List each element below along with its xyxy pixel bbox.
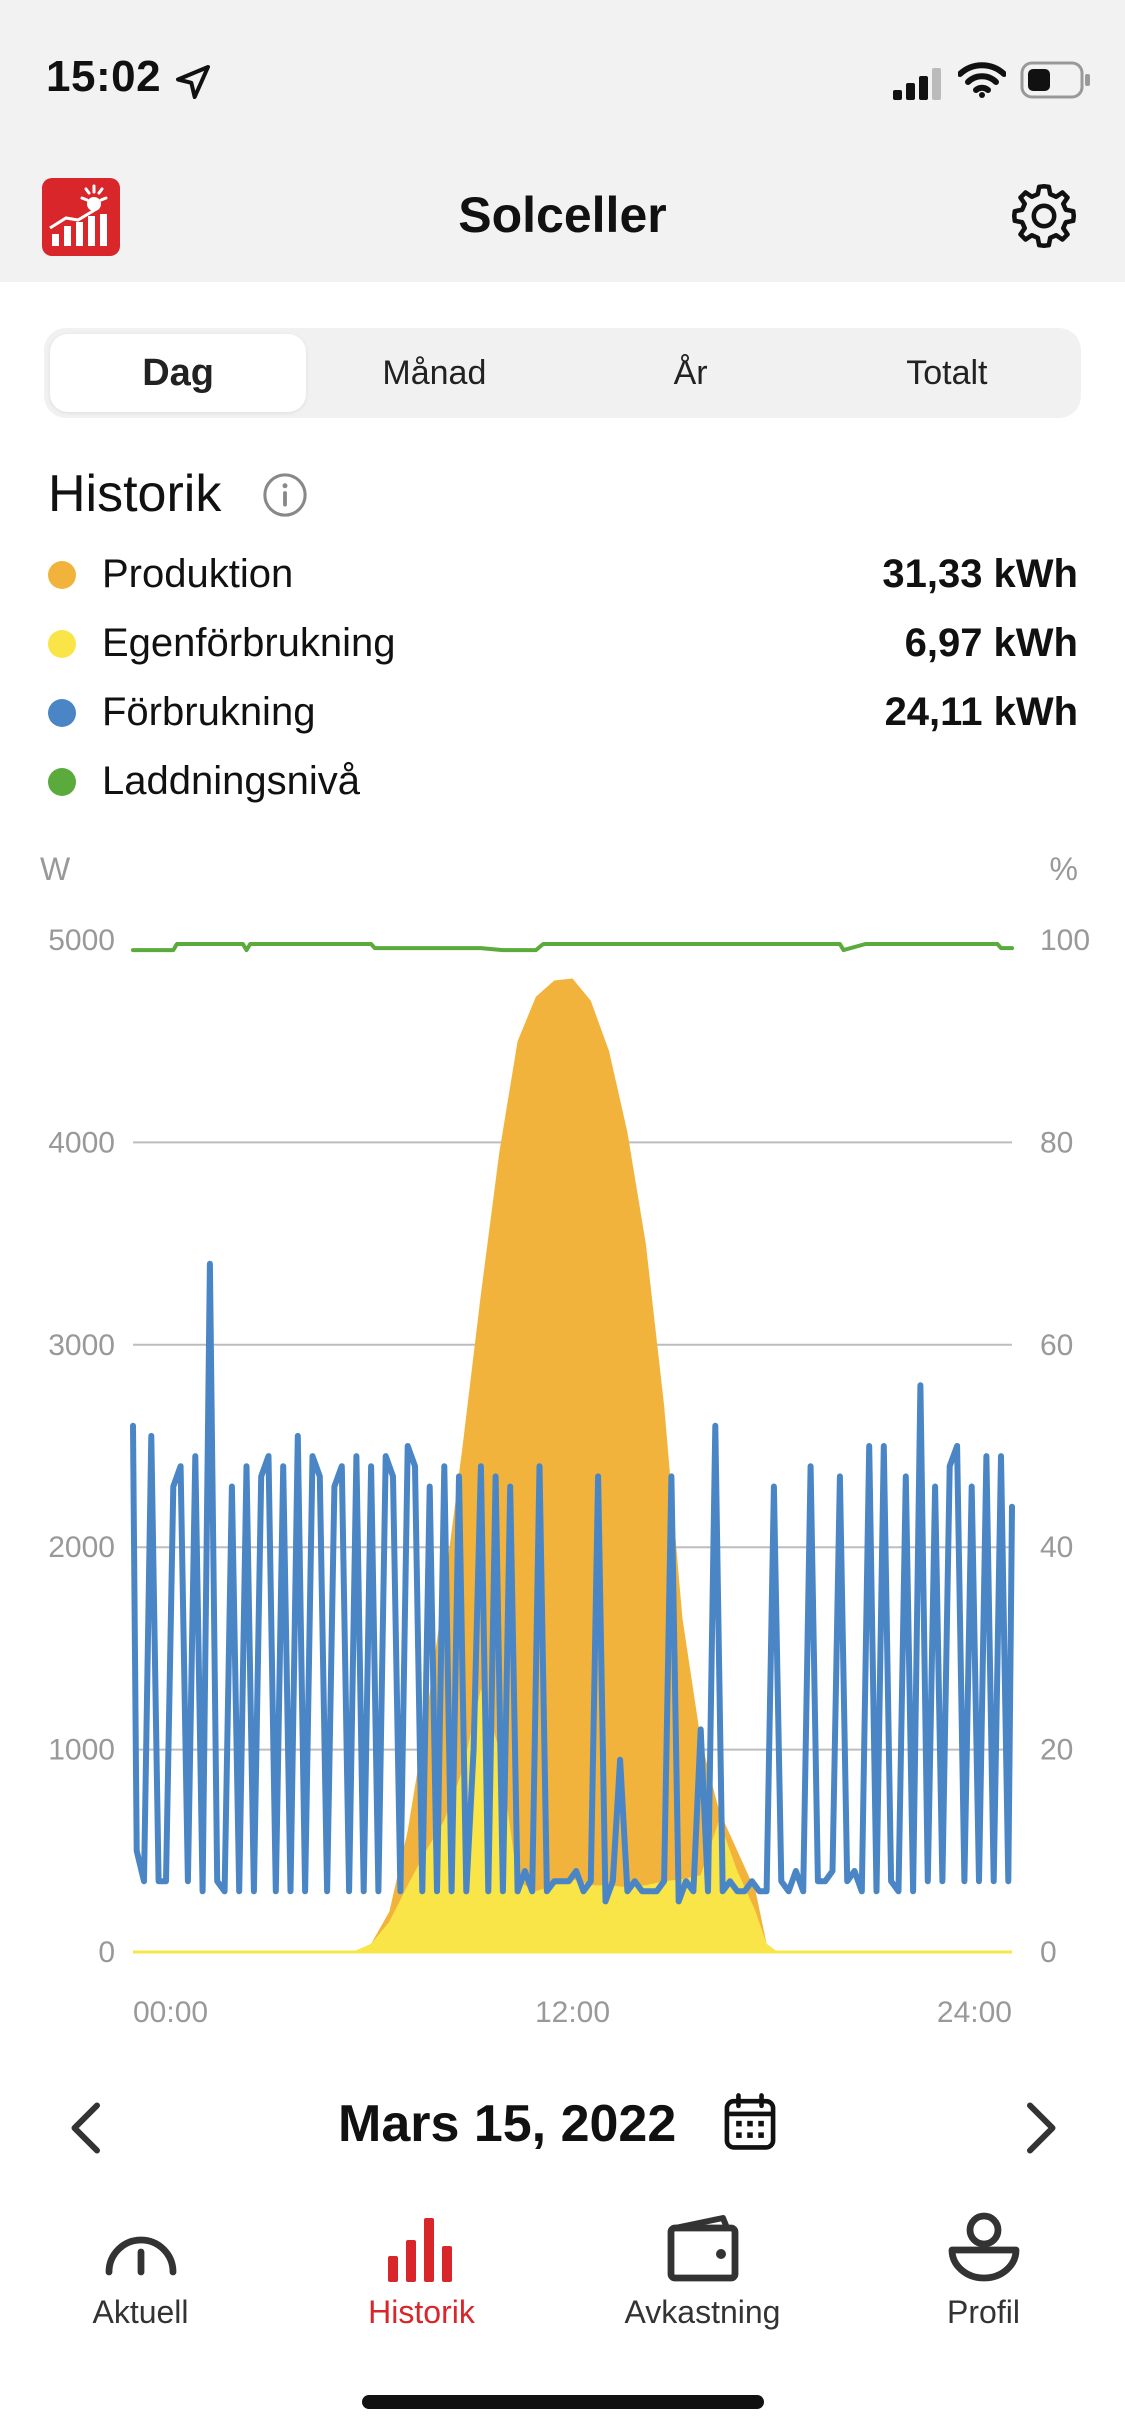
x-tick-label: 24:00 — [937, 1996, 1012, 2029]
date-navigator: Mars 15, 2022 — [0, 2080, 1125, 2170]
legend-dot-forbrukning — [48, 698, 76, 727]
chart-legend: Produktion 31,33 kWh Egenförbrukning 6,9… — [48, 540, 1078, 816]
home-indicator — [362, 2395, 764, 2409]
y-tick-label-left: 4000 — [48, 1126, 115, 1159]
legend-dot-produktion — [48, 560, 76, 589]
legend-value: 6,97 kWh — [904, 621, 1078, 665]
y-axis-unit-right: % — [1050, 851, 1078, 887]
chevron-right-icon[interactable] — [1015, 2098, 1065, 2158]
y-tick-label-left: 2000 — [48, 1531, 115, 1564]
tab-ar[interactable]: År — [673, 353, 708, 392]
page-title: Solceller — [458, 187, 667, 243]
tab-label: Profil — [947, 2294, 1020, 2330]
area-series-produktion — [133, 978, 1012, 1952]
x-tick-label: 12:00 — [535, 1996, 610, 2029]
wifi-icon — [958, 62, 1006, 98]
tab-avkastning[interactable]: Avkastning — [562, 2190, 843, 2340]
legend-label: Förbrukning — [102, 690, 316, 734]
period-segmented-control: Dag Månad År Totalt — [44, 328, 1081, 418]
tab-label: Historik — [368, 2294, 475, 2330]
tab-totalt[interactable]: Totalt — [906, 353, 988, 392]
nav-bar: Solceller — [0, 150, 1125, 282]
app-logo-icon — [42, 178, 120, 256]
y-tick-label-right: 0 — [1040, 1936, 1057, 1969]
legend-dot-egenforbrukning — [48, 629, 76, 658]
line-series-laddningsniv- — [131, 942, 1014, 953]
bar-chart-icon — [387, 2218, 452, 2282]
legend-label: Laddningsnivå — [102, 759, 360, 803]
tab-dag[interactable]: Dag — [50, 334, 307, 412]
settings-gear-icon[interactable] — [1010, 182, 1078, 250]
tab-historik[interactable]: Historik — [281, 2190, 562, 2340]
chevron-left-icon[interactable] — [62, 2098, 112, 2158]
legend-label: Egenförbrukning — [102, 621, 396, 665]
profile-icon — [948, 2212, 1019, 2282]
y-tick-label-left: 0 — [98, 1936, 115, 1969]
y-tick-label-left: 3000 — [48, 1329, 115, 1362]
y-tick-label-right: 20 — [1040, 1734, 1073, 1767]
section-title: Historik — [48, 465, 222, 523]
x-tick-label: 00:00 — [133, 1996, 208, 2029]
legend-item-laddningsniva: Laddningsnivå — [48, 747, 1078, 816]
legend-item-egenforbrukning: Egenförbrukning 6,97 kWh — [48, 609, 1078, 678]
status-time: 15:02 — [46, 52, 162, 101]
tab-label: Avkastning — [624, 2294, 781, 2330]
location-arrow-icon — [176, 65, 210, 99]
battery-icon — [1020, 61, 1090, 99]
tab-profil[interactable]: Profil — [843, 2190, 1124, 2340]
y-tick-label-right: 60 — [1040, 1329, 1073, 1362]
legend-item-forbrukning: Förbrukning 24,11 kWh — [48, 678, 1078, 747]
y-tick-label-right: 40 — [1040, 1531, 1073, 1564]
y-tick-label-left: 5000 — [48, 924, 115, 957]
y-tick-label-right: 80 — [1040, 1126, 1073, 1159]
wallet-icon — [667, 2215, 738, 2282]
legend-dot-laddningsniva — [48, 767, 76, 796]
bottom-tab-bar: Aktuell Historik Avkastning Profil — [0, 2190, 1125, 2370]
calendar-icon[interactable] — [722, 2092, 778, 2152]
legend-value: 31,33 kWh — [882, 552, 1078, 596]
y-tick-label-left: 1000 — [48, 1734, 115, 1767]
tab-manad[interactable]: Månad — [382, 353, 487, 392]
y-axis-unit-left: W — [40, 851, 71, 887]
tab-aktuell[interactable]: Aktuell — [0, 2190, 281, 2340]
tab-label: Aktuell — [92, 2294, 189, 2330]
gauge-icon — [105, 2236, 176, 2276]
legend-value: 24,11 kWh — [884, 690, 1078, 734]
info-icon[interactable] — [262, 472, 308, 518]
line-series-f-rbrukning — [130, 1260, 1015, 1905]
area-series-egenf-rbrukning — [133, 1688, 1012, 1952]
date-label[interactable]: Mars 15, 2022 — [338, 2095, 677, 2153]
legend-label: Produktion — [102, 552, 294, 596]
cellular-signal-icon — [893, 68, 941, 100]
status-bar: 15:02 — [0, 0, 1125, 150]
y-tick-label-right: 100 — [1040, 924, 1090, 957]
legend-item-produktion: Produktion 31,33 kWh — [48, 540, 1078, 609]
